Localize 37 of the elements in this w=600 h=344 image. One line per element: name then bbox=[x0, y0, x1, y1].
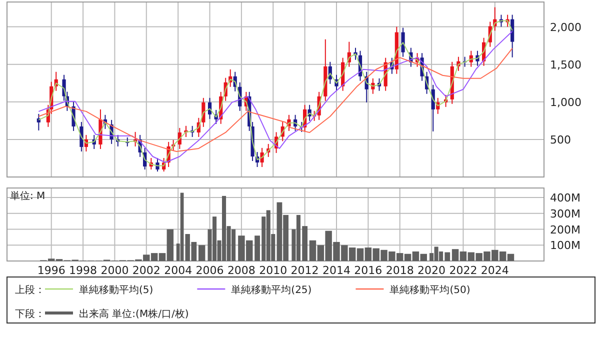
y-tick-label: 1,000 bbox=[550, 96, 582, 109]
x-tick-label: 2024 bbox=[480, 264, 509, 277]
x-tick-label: 2018 bbox=[386, 264, 414, 277]
x-tick-label: 2000 bbox=[100, 264, 129, 277]
x-tick-label: 2014 bbox=[322, 264, 350, 277]
x-tick-label: 2004 bbox=[164, 264, 192, 277]
legend-label: 出来高 単位:(M株/口/枚) bbox=[79, 308, 189, 320]
legend-title: 下段： bbox=[15, 308, 45, 320]
legend-title: 上段： bbox=[15, 284, 45, 296]
x-tick-label: 1998 bbox=[69, 264, 98, 277]
x-tick-label: 2006 bbox=[196, 264, 224, 277]
legend: 下段： 出来高 単位:(M株/口/枚) bbox=[15, 309, 189, 320]
x-tick-label: 2002 bbox=[132, 264, 160, 277]
y-tick-label: 200M bbox=[550, 223, 580, 236]
x-tick-label: 2022 bbox=[449, 264, 478, 277]
y-tick-label: 300M bbox=[550, 207, 580, 220]
candlestick bbox=[401, 27, 405, 58]
legend-label: 単純移動平均(25) bbox=[231, 284, 312, 296]
x-tick-label: 2020 bbox=[418, 264, 446, 277]
x-tick-label: 1996 bbox=[37, 264, 66, 277]
legend-label: 単純移動平均(50) bbox=[390, 284, 470, 296]
candlestick bbox=[156, 158, 160, 172]
annotation: 単位: M bbox=[10, 190, 46, 202]
y-tick-label: 500 bbox=[550, 133, 571, 146]
y-tick-label: 100M bbox=[550, 239, 580, 252]
line-series bbox=[38, 48, 513, 152]
candlestick bbox=[80, 121, 84, 152]
bar bbox=[198, 245, 206, 261]
x-tick-label: 2016 bbox=[354, 264, 382, 277]
y-tick-label: 2,000 bbox=[550, 20, 582, 34]
legend-label: 単純移動平均(5) bbox=[79, 284, 154, 296]
x-tick-label: 2012 bbox=[290, 264, 319, 277]
y-tick-label: 400M bbox=[550, 192, 580, 205]
x-tick-label: 2010 bbox=[259, 264, 288, 277]
x-tick-label: 2008 bbox=[227, 264, 256, 277]
y-tick-label: 1,500 bbox=[550, 58, 582, 72]
candlestick bbox=[260, 147, 264, 168]
